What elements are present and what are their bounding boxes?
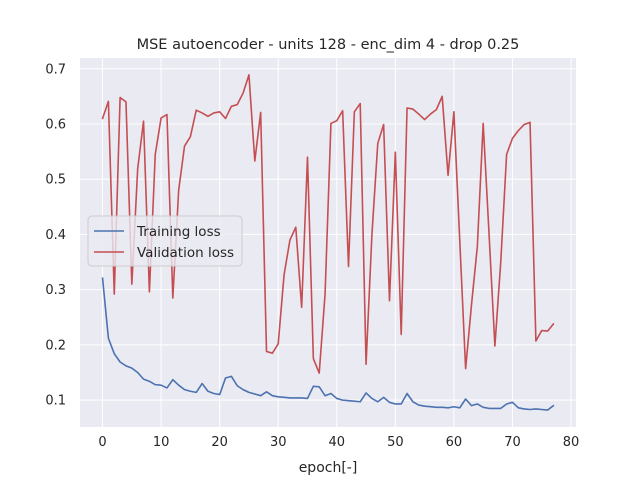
y-tick-label: 0.5: [45, 173, 66, 188]
y-tick-label: 0.1: [45, 394, 66, 409]
x-tick-label: 80: [563, 435, 580, 450]
x-tick-label: 40: [329, 435, 346, 450]
y-tick-label: 0.2: [45, 338, 66, 353]
x-axis-ticks: 0 10 20 30 40 50 60 70 80: [98, 435, 579, 450]
plot-area: [80, 58, 576, 427]
legend-label-validation-loss: Validation loss: [137, 245, 234, 261]
y-tick-label: 0.7: [45, 62, 66, 77]
y-axis-ticks: 0.1 0.2 0.3 0.4 0.5 0.6 0.7: [45, 62, 66, 408]
x-axis-label: epoch[-]: [299, 460, 358, 476]
series-line-validation-loss: [101, 74, 555, 374]
x-tick-label: 10: [153, 435, 170, 450]
x-tick-label: 50: [387, 435, 404, 450]
series-line-training-loss: [101, 277, 555, 411]
chart-title: MSE autoencoder - units 128 - enc_dim 4 …: [137, 37, 520, 53]
y-tick-label: 0.3: [45, 283, 66, 298]
legend-label-training-loss: Training loss: [136, 224, 221, 240]
x-tick-label: 60: [446, 435, 463, 450]
series-layer: [101, 74, 555, 411]
y-tick-label: 0.6: [45, 117, 66, 132]
x-tick-label: 20: [211, 435, 228, 450]
legend: Training loss Validation loss: [87, 215, 243, 267]
x-tick-label: 0: [98, 435, 106, 450]
x-tick-label: 70: [504, 435, 521, 450]
x-tick-label: 30: [270, 435, 287, 450]
legend-box: [87, 215, 243, 267]
y-tick-label: 0.4: [45, 228, 66, 243]
